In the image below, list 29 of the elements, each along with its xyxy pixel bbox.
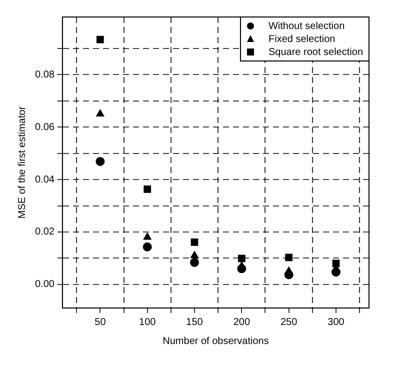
y-tick-label: 0.02	[34, 226, 55, 238]
point	[144, 186, 152, 193]
point	[190, 238, 198, 246]
y-axis-title: MSE of the first estimator	[16, 106, 28, 219]
point	[96, 36, 104, 44]
x-axis-title: Number of observations	[162, 336, 269, 347]
y-tick-label: 0.04	[34, 174, 55, 186]
x-tick-label: 100	[139, 316, 156, 328]
point	[96, 156, 105, 166]
point	[284, 266, 293, 274]
x-tick-label: 300	[328, 316, 345, 328]
y-tick-label: 0.00	[34, 279, 55, 290]
point	[190, 258, 200, 267]
x-tick-label: 50	[94, 316, 106, 328]
legend-label: Without selection	[268, 20, 345, 32]
y-tick-label: 0.06	[34, 122, 55, 133]
point	[238, 254, 246, 262]
x-tick-label: 250	[280, 316, 298, 328]
point	[190, 251, 198, 258]
point	[143, 232, 152, 240]
x-tick-label: 150	[186, 316, 204, 328]
legend-label: Square root selection	[268, 46, 364, 58]
point	[96, 110, 104, 116]
y-tick-label: 0.08	[34, 69, 55, 80]
point	[332, 260, 340, 268]
x-tick-label: 200	[233, 316, 250, 328]
point	[142, 242, 152, 252]
point	[285, 254, 293, 262]
legend-label: Fixed selection	[268, 34, 336, 45]
